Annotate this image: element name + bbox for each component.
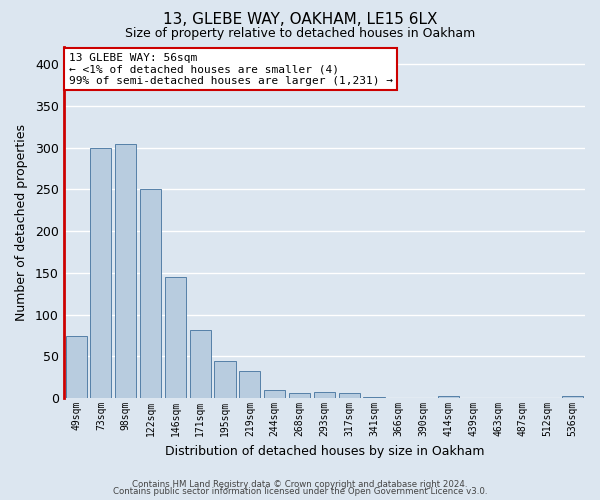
Bar xyxy=(214,360,236,398)
Bar xyxy=(115,144,136,398)
Bar xyxy=(91,148,112,398)
Text: Contains public sector information licensed under the Open Government Licence v3: Contains public sector information licen… xyxy=(113,488,487,496)
Bar xyxy=(165,277,186,398)
Text: 13, GLEBE WAY, OAKHAM, LE15 6LX: 13, GLEBE WAY, OAKHAM, LE15 6LX xyxy=(163,12,437,28)
Bar xyxy=(338,393,360,398)
Text: Contains HM Land Registry data © Crown copyright and database right 2024.: Contains HM Land Registry data © Crown c… xyxy=(132,480,468,489)
Bar xyxy=(264,390,285,398)
Bar xyxy=(65,336,86,398)
Bar xyxy=(314,392,335,398)
Bar xyxy=(239,372,260,398)
Text: 13 GLEBE WAY: 56sqm
← <1% of detached houses are smaller (4)
99% of semi-detache: 13 GLEBE WAY: 56sqm ← <1% of detached ho… xyxy=(69,53,393,86)
Text: Size of property relative to detached houses in Oakham: Size of property relative to detached ho… xyxy=(125,28,475,40)
Bar xyxy=(438,396,459,398)
Bar xyxy=(562,396,583,398)
Bar xyxy=(190,330,211,398)
Y-axis label: Number of detached properties: Number of detached properties xyxy=(15,124,28,322)
Bar xyxy=(140,190,161,398)
Bar xyxy=(289,393,310,398)
X-axis label: Distribution of detached houses by size in Oakham: Distribution of detached houses by size … xyxy=(164,444,484,458)
